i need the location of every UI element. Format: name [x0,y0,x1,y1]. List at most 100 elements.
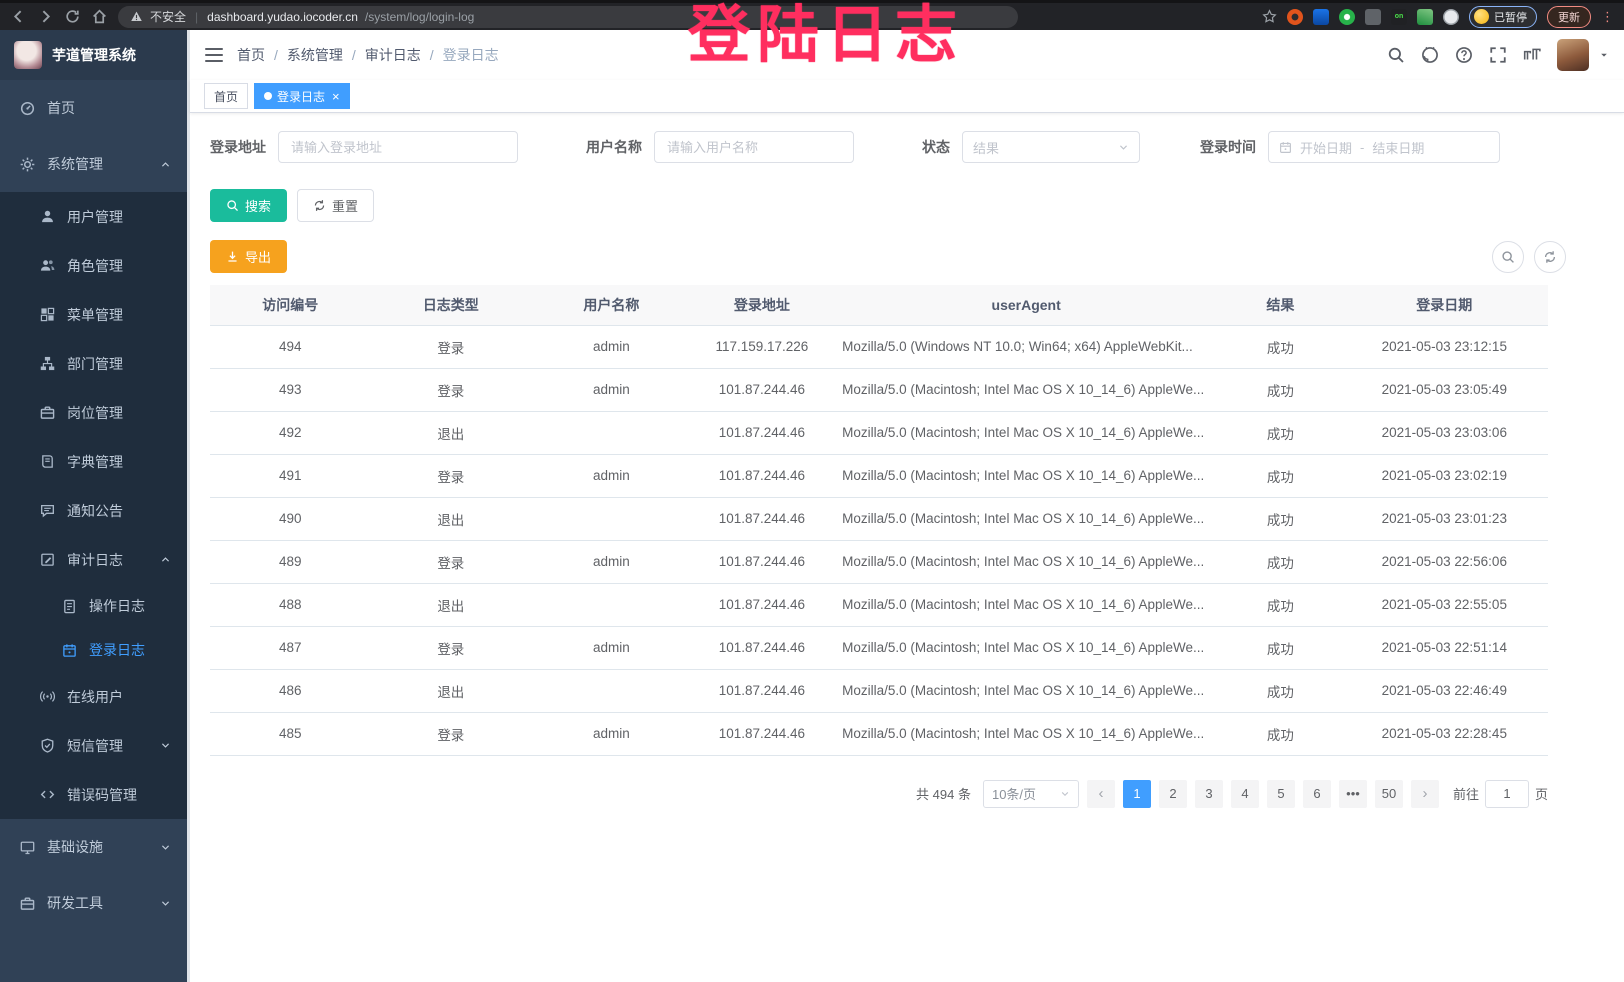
tag-label: 首页 [214,89,239,104]
page-button[interactable]: 5 [1266,779,1295,808]
extension-icon[interactable] [1313,8,1329,25]
close-icon[interactable]: × [332,88,340,104]
sidebar-item-operation-log[interactable]: 操作日志 [0,584,187,628]
reload-button[interactable] [64,8,81,25]
address-bar[interactable]: 不安全 | dashboard.yudao.iocoder.cn/system/… [118,5,1018,28]
prev-page-button[interactable]: ‹ [1086,779,1115,808]
login-address-input[interactable] [278,131,518,163]
sidebar-item-sms[interactable]: 短信管理 [0,721,187,770]
browser-toolbar: 不安全 | dashboard.yudao.iocoder.cn/system/… [0,0,1624,30]
cell-result: 成功 [1220,454,1341,498]
reset-button[interactable]: 重置 [297,189,375,222]
toggle-search-button[interactable] [1492,240,1524,273]
search-icon[interactable] [1387,46,1405,64]
filter-actions: 搜索 重置 [210,189,1566,222]
breadcrumb-item[interactable]: 首页 [237,47,265,63]
page-button[interactable]: 1 [1122,779,1151,808]
forward-button[interactable] [37,8,54,25]
sidebar-item-menus[interactable]: 菜单管理 [0,290,187,339]
font-size-icon[interactable] [1523,46,1541,64]
page-button[interactable]: 4 [1230,779,1259,808]
url-path: /system/log/login-log [364,9,475,24]
next-page-button[interactable]: › [1410,779,1439,808]
hamburger-icon[interactable] [205,48,223,62]
profile-paused-chip[interactable]: 已暂停 [1469,5,1537,28]
table-row: 494 登录 admin 117.159.17.226 Mozilla/5.0 … [210,325,1548,369]
cell-result: 成功 [1220,626,1341,670]
sidebar-item-online-users[interactable]: 在线用户 [0,672,187,721]
col-result: 结果 [1220,285,1341,326]
cell-result: 成功 [1220,583,1341,627]
sidebar-item-label: 通知公告 [67,502,123,519]
fullscreen-icon[interactable] [1489,46,1507,64]
bookmark-star-icon[interactable] [1262,9,1277,24]
table-row: 488 退出 101.87.244.46 Mozilla/5.0 (Macint… [210,583,1548,627]
cell-id: 492 [210,411,371,455]
extension-icon[interactable]: on [1391,8,1407,25]
status-label: 状态 [922,139,950,155]
sidebar-item-home[interactable]: 首页 [0,80,187,136]
page-button[interactable]: 50 [1374,779,1403,808]
page-button[interactable]: 6 [1302,779,1331,808]
sidebar-item-dict[interactable]: 字典管理 [0,437,187,486]
col-log-type: 日志类型 [370,285,532,326]
back-button[interactable] [10,8,27,25]
browser-menu-dots[interactable]: ⋮ [1601,8,1614,24]
extension-icon[interactable] [1287,8,1303,25]
tag-login-log[interactable]: 登录日志 × [254,83,350,109]
table-row: 486 退出 101.87.244.46 Mozilla/5.0 (Macint… [210,669,1548,713]
avatar[interactable] [1557,39,1589,71]
status-select[interactable]: 结果 [962,131,1140,163]
sidebar-item-label: 岗位管理 [67,404,123,421]
cell-ip: 101.87.244.46 [691,368,833,412]
login-time-range-picker[interactable]: 开始日期 - 结束日期 [1268,131,1500,163]
sidebar-item-notices[interactable]: 通知公告 [0,486,187,535]
breadcrumb-item[interactable]: 审计日志 [364,47,421,63]
github-icon[interactable] [1421,46,1439,64]
sidebar-item-departments[interactable]: 部门管理 [0,339,187,388]
sidebar-item-label: 角色管理 [67,257,123,274]
refresh-button[interactable] [1534,240,1566,273]
browser-update-button[interactable]: 更新 [1547,5,1591,28]
sidebar-item-error-codes[interactable]: 错误码管理 [0,770,187,819]
extension-icon[interactable] [1417,8,1433,25]
cell-log-type: 退出 [370,497,532,541]
sidebar-item-posts[interactable]: 岗位管理 [0,388,187,437]
sidebar-item-audit-log[interactable]: 审计日志 [0,535,187,584]
cell-username: admin [531,712,692,756]
cell-id: 486 [210,669,371,713]
tag-home[interactable]: 首页 [204,83,249,109]
cell-user-agent: Mozilla/5.0 (Macintosh; Intel Mac OS X 1… [832,540,1221,584]
home-button[interactable] [91,8,108,25]
sidebar-item-roles[interactable]: 角色管理 [0,241,187,290]
system-submenu: 用户管理 角色管理 菜单管理 部门管理 岗位管理 字典管理 [0,192,187,819]
breadcrumb-item[interactable]: 系统管理 [286,47,343,63]
sidebar-item-label: 用户管理 [67,208,123,225]
chevron-down-icon [1060,789,1070,799]
page-size-select[interactable]: 10条/页 [982,779,1079,808]
extension-icon[interactable] [1339,8,1355,25]
more-pages-button[interactable]: ••• [1338,779,1367,808]
page-button[interactable]: 3 [1194,779,1223,808]
logo[interactable]: 芋道管理系统 [0,30,187,80]
sidebar-item-users[interactable]: 用户管理 [0,192,187,241]
help-icon[interactable] [1455,46,1473,64]
chevron-down-icon [1118,142,1129,153]
sidebar-item-system[interactable]: 系统管理 [0,136,187,192]
extension-icon[interactable] [1365,8,1381,25]
goto-page-input[interactable] [1484,779,1529,808]
page-button[interactable]: 2 [1158,779,1187,808]
cell-result: 成功 [1220,497,1341,541]
sidebar-item-infrastructure[interactable]: 基础设施 [0,819,187,875]
export-button[interactable]: 导出 [210,240,288,273]
username-input[interactable] [654,131,854,163]
cell-user-agent: Mozilla/5.0 (Macintosh; Intel Mac OS X 1… [832,626,1221,670]
sidebar-item-login-log[interactable]: 登录日志 [0,628,187,672]
search-button[interactable]: 搜索 [210,189,288,222]
extension-icon[interactable] [1443,8,1459,25]
col-username: 用户名称 [531,285,692,326]
cell-date: 2021-05-03 23:05:49 [1340,368,1548,412]
sidebar-item-dev-tools[interactable]: 研发工具 [0,875,187,931]
caret-down-icon[interactable] [1599,50,1609,60]
tree-icon [40,356,55,371]
